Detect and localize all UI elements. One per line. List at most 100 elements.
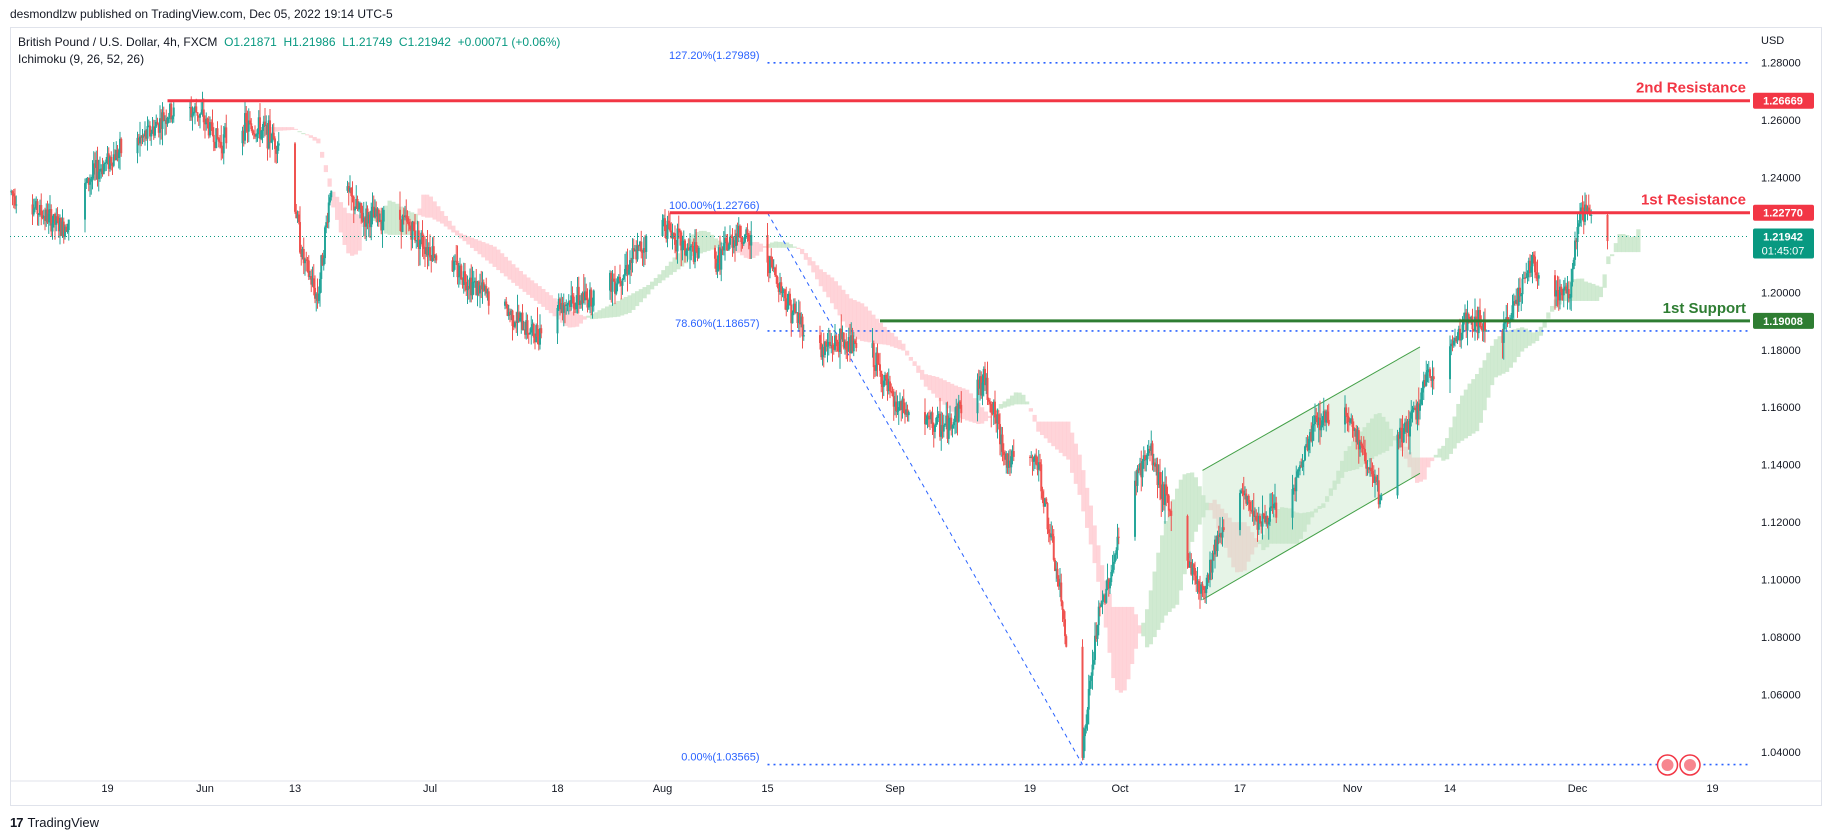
candle-body xyxy=(1375,476,1378,482)
candle-body xyxy=(1397,434,1400,439)
candle-body xyxy=(1572,259,1575,270)
price-tick-label: 1.08000 xyxy=(1761,632,1801,644)
candle-body xyxy=(1035,455,1038,465)
cloud-segment xyxy=(1141,622,1146,637)
cloud-segment xyxy=(1392,435,1397,441)
cloud-segment xyxy=(755,242,760,256)
candle-body xyxy=(527,333,530,335)
cloud-segment xyxy=(837,285,842,316)
candle-body xyxy=(1350,418,1353,422)
candle-body xyxy=(632,248,635,252)
candle-body xyxy=(461,279,464,285)
candle-body xyxy=(1356,430,1359,443)
cloud-segment xyxy=(638,289,643,303)
candle-body xyxy=(1520,294,1523,297)
cloud-segment xyxy=(616,300,621,317)
candle-body xyxy=(432,246,435,259)
cloud-segment xyxy=(451,225,456,233)
candle-body xyxy=(640,241,643,252)
candle-body xyxy=(1037,462,1040,470)
candle-body xyxy=(645,236,648,252)
cloud-segment xyxy=(1190,472,1195,542)
tradingview-brand[interactable]: TradingView xyxy=(27,815,100,830)
cloud-segment xyxy=(391,201,396,235)
candle-body xyxy=(835,335,838,342)
cloud-segment xyxy=(1302,512,1307,532)
candle-body xyxy=(1201,584,1204,587)
tradingview-logo-icon[interactable]: 17 xyxy=(10,815,24,830)
candle-body xyxy=(364,217,366,227)
candle-body xyxy=(34,207,36,209)
candle-body xyxy=(766,235,769,263)
candle-body xyxy=(726,241,729,251)
candle-body xyxy=(534,337,536,343)
candle-body xyxy=(1257,515,1260,530)
candle-body xyxy=(802,335,805,337)
candle-body xyxy=(1481,329,1484,332)
candle-body xyxy=(1366,467,1369,469)
cloud-segment xyxy=(567,309,572,328)
candle-body xyxy=(295,211,298,219)
candle-body xyxy=(1587,207,1590,211)
candle-body xyxy=(1527,260,1530,274)
candle-body xyxy=(1414,407,1416,409)
candle-body xyxy=(476,281,479,296)
candle-body xyxy=(169,103,171,118)
cloud-segment xyxy=(308,135,313,138)
candle-body xyxy=(1312,424,1315,426)
candle-body xyxy=(1430,376,1433,381)
candle-body xyxy=(991,412,994,414)
candle-body xyxy=(100,168,103,170)
cloud-segment xyxy=(901,343,906,351)
candle-body xyxy=(425,247,428,255)
candle-body xyxy=(1085,723,1088,729)
candle-body xyxy=(1424,380,1426,386)
cloud-segment xyxy=(890,332,895,347)
symbol-title[interactable]: British Pound / U.S. Dollar, 4h, FXCM xyxy=(18,35,218,49)
candle-body xyxy=(874,367,876,371)
candle-body xyxy=(1135,480,1138,486)
candle-body xyxy=(1056,568,1059,579)
cloud-segment xyxy=(781,242,786,248)
candle-body xyxy=(46,209,49,223)
cloud-segment xyxy=(1268,519,1273,544)
candle-body xyxy=(405,215,408,218)
level-price-badge xyxy=(1753,312,1814,329)
candle-body xyxy=(454,260,456,262)
cloud-segment xyxy=(1295,512,1300,544)
candle-body xyxy=(1400,427,1403,431)
price-tick-label: 1.18000 xyxy=(1761,345,1801,357)
cloud-segment xyxy=(653,277,658,286)
cloud-segment xyxy=(1531,332,1536,344)
cloud-segment xyxy=(1077,454,1082,495)
candle-body xyxy=(1060,582,1063,602)
candle-body xyxy=(742,241,745,245)
candle-body xyxy=(1522,277,1525,279)
candle-body xyxy=(739,225,741,238)
candle-body xyxy=(509,311,511,315)
cloud-segment xyxy=(1403,446,1408,459)
candle-body xyxy=(374,208,376,218)
cloud-segment xyxy=(845,294,850,328)
candle-body xyxy=(1409,418,1411,437)
candle-body xyxy=(1145,459,1148,461)
cloud-segment xyxy=(515,267,520,286)
candle-body xyxy=(257,117,260,130)
cloud-segment xyxy=(1088,505,1093,545)
candle-body xyxy=(1357,430,1360,450)
candle-body xyxy=(1245,493,1248,504)
candle-body xyxy=(172,107,175,117)
indicator-legend[interactable]: Ichimoku (9, 26, 52, 26) xyxy=(18,52,145,66)
candle-body xyxy=(1167,495,1170,511)
price-tick-label: 1.14000 xyxy=(1761,460,1801,472)
candle-body xyxy=(40,204,43,216)
candle-body xyxy=(1297,468,1300,472)
candle-body xyxy=(1009,460,1011,468)
candle-body xyxy=(717,247,720,264)
candle-body xyxy=(574,308,576,310)
candle-body xyxy=(1427,369,1430,371)
candle-body xyxy=(1306,444,1309,451)
candle-body xyxy=(481,282,484,290)
candle-body xyxy=(819,335,821,344)
